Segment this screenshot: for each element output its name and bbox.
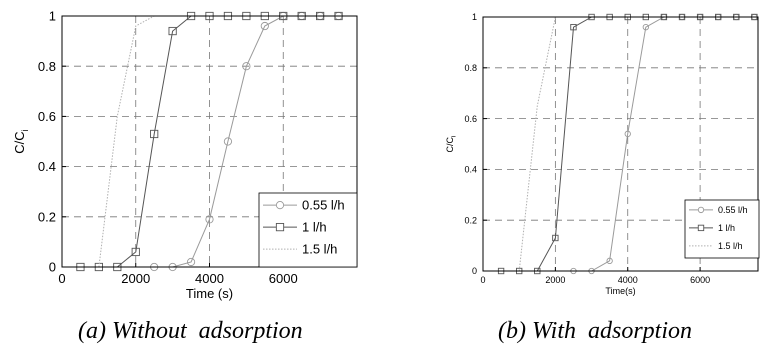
y-tick-label: 0.2 [38, 209, 56, 224]
legend-label: 1 l/h [718, 223, 735, 233]
y-tick-label: 1 [49, 9, 56, 24]
x-tick-label: 4000 [195, 271, 224, 286]
x-tick-label: 4000 [618, 275, 638, 285]
series-line-2 [518, 16, 556, 272]
x-axis-label: Time (s) [186, 286, 233, 301]
axes-box [482, 16, 759, 272]
series-point [570, 23, 577, 31]
series-point [186, 257, 196, 267]
series-point [223, 137, 233, 146]
x-tick-label: 2000 [121, 271, 150, 286]
series-point [642, 23, 649, 31]
y-axis-label-group: C/Ci [12, 129, 30, 153]
y-tick-label: 0 [472, 266, 477, 276]
x-tick-label: 2000 [545, 275, 565, 285]
y-tick-label: 0.4 [38, 159, 56, 174]
y-tick-label: 0.2 [464, 215, 477, 225]
legend-label: 1.5 l/h [718, 241, 743, 251]
series-point [624, 130, 631, 138]
legend-label: 0.55 l/h [718, 205, 748, 215]
series-point [552, 234, 559, 242]
series-point [242, 62, 251, 71]
series-point [131, 247, 140, 257]
caption-b: (b) With adsorption [498, 318, 693, 344]
y-tick-label: 1 [472, 12, 477, 22]
series-point [150, 129, 159, 139]
x-tick-label: 0 [480, 275, 485, 285]
legend-marker [275, 222, 285, 232]
legend-marker [697, 206, 705, 214]
series-line-2 [98, 15, 155, 268]
x-axis-label: Time(s) [605, 286, 635, 296]
series-point [260, 21, 269, 31]
legend-label: 1 l/h [302, 220, 327, 235]
legend-label: 0.55 l/h [302, 198, 345, 213]
legend-marker [697, 224, 705, 232]
series-point [205, 215, 214, 224]
y-tick-label: 0.4 [464, 165, 477, 175]
x-tick-label: 6000 [690, 275, 710, 285]
x-tick-label: 6000 [269, 271, 298, 286]
chart-a: 0 0.2 0.4 0.6 0.8 1 0 2000 4000 6000 Time (s) C/Ci 0… [12, 9, 358, 301]
y-tick-label: 0 [49, 260, 56, 275]
y-axis-label-group: C/Ci [445, 136, 458, 153]
y-axis-label: C/Ci [12, 129, 30, 153]
caption-a: (a) Without adsorption [78, 318, 303, 344]
y-tick-label: 0.6 [38, 109, 56, 124]
y-axis-label: C/Ci [445, 136, 458, 153]
y-axis-label-subscript: i [451, 136, 458, 137]
legend-marker [275, 200, 285, 210]
y-tick-label: 0.8 [464, 63, 477, 73]
y-axis-label-subscript: i [20, 129, 30, 131]
x-tick-label: 0 [58, 271, 65, 286]
series-point [606, 257, 613, 265]
legend-label: 1.5 l/h [302, 242, 337, 257]
y-tick-label: 0.6 [464, 114, 477, 124]
series-point [168, 26, 177, 36]
y-tick-label: 0.8 [38, 59, 56, 74]
chart-b: 0 0.2 0.4 0.6 0.8 1 0 2000 4000 6000 Time(s) C/Ci 0.… [445, 12, 760, 296]
